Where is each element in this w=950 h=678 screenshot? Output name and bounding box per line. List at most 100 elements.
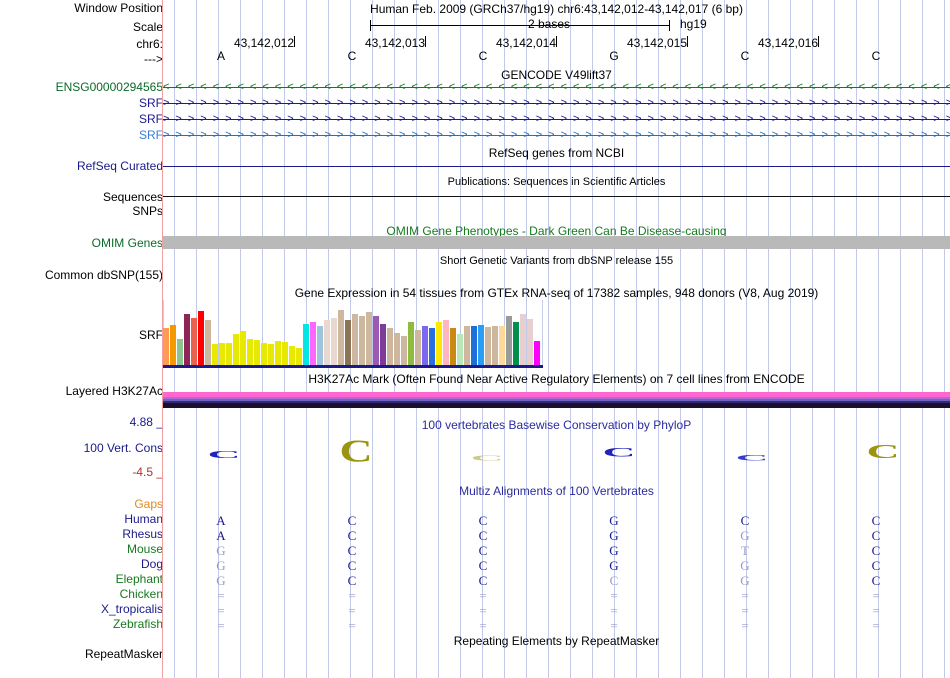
gtex-tissue-bar[interactable] [191,318,197,365]
gtex-tissue-bar[interactable] [212,344,218,365]
gtex-tissue-bar[interactable] [485,326,491,365]
gtex-tissue-bar[interactable] [429,327,435,365]
gtex-tissue-bar[interactable] [261,342,267,365]
gtex-tissue-bar[interactable] [303,323,309,365]
gtex-tissue-bar[interactable] [387,327,393,365]
species-label-mouse[interactable]: Mouse [126,542,163,556]
gtex-tissue-bar[interactable] [422,325,428,365]
conservation-base-glyph[interactable]: C [730,448,774,462]
gtex-tissue-bar[interactable] [282,341,288,365]
gtex-tissue-bar[interactable] [450,327,456,365]
conservation-base-glyph[interactable]: C [861,440,905,463]
gtex-tissue-bar[interactable] [240,331,246,365]
gtex-expression-barchart[interactable] [163,300,950,368]
conservation-base-glyph[interactable]: C [597,446,641,460]
alignment-row[interactable]: = = = = = = [163,588,950,603]
gtex-tissue-bar[interactable] [275,340,281,365]
gtex-tissue-bar[interactable] [520,314,526,365]
srf-transcript-track-2[interactable]: >>>>>>>>>>>>>>>>>>>>>>>>>>>>>>>>>>>>>>>>… [163,114,950,125]
species-label-x_tropicalis[interactable]: X_tropicalis [100,602,163,616]
label-gencode-gene[interactable]: ENSG00000294565 [55,80,163,94]
label-repeatmasker[interactable]: RepeatMasker [84,647,163,661]
gtex-tissue-bar[interactable] [331,318,337,365]
conservation-base-glyph[interactable]: C [334,435,378,469]
srf-transcript-track-3[interactable]: >>>>>>>>>>>>>>>>>>>>>>>>>>>>>>>>>>>>>>>>… [163,130,950,141]
label-srf-3[interactable]: SRF [139,128,163,142]
gtex-tissue-bar[interactable] [310,321,316,365]
label-cons-track[interactable]: 100 Vert. Cons [83,441,163,455]
refseq-feature-line[interactable] [163,166,950,167]
conservation-base-glyph[interactable]: C [465,449,509,463]
layered-h3k27ac-signal[interactable] [163,392,950,408]
label-gtex-srf[interactable]: SRF [139,328,163,342]
gtex-tissue-bar[interactable] [345,320,351,365]
label-srf-2[interactable]: SRF [139,112,163,126]
gtex-tissue-bar[interactable] [359,316,365,365]
label-snps[interactable]: SNPs [132,204,163,218]
omim-gene-bar[interactable] [163,236,950,249]
gtex-tissue-bar[interactable] [247,338,253,365]
alignment-row[interactable]: = = = = = = [163,603,950,618]
gtex-tissue-bar[interactable] [324,320,330,365]
gtex-tissue-bar[interactable] [296,348,302,365]
label-refseq-curated[interactable]: RefSeq Curated [76,159,163,173]
gtex-tissue-bar[interactable] [527,319,533,365]
gtex-tissue-bar[interactable] [268,344,274,365]
species-label-rhesus[interactable]: Rhesus [122,527,163,541]
gtex-tissue-bar[interactable] [373,316,379,365]
gtex-tissue-bar[interactable] [198,310,204,365]
gtex-tissue-bar[interactable] [219,343,225,365]
gtex-tissue-bar[interactable] [415,330,421,365]
gtex-tissue-bar[interactable] [380,323,386,365]
label-layered-h3k27ac[interactable]: Layered H3K27Ac [65,384,163,398]
gtex-tissue-bar[interactable] [289,346,295,365]
gencode-gene-strand-track[interactable]: <<<<<<<<<<<<<<<<<<<<<<<<<<<<<<<<<<<<<<<<… [163,82,950,93]
gtex-tissue-bar[interactable] [233,334,239,365]
gtex-tissue-bar[interactable] [436,321,442,365]
label-common-dbsnp[interactable]: Common dbSNP(155) [44,268,163,282]
gtex-tissue-bar[interactable] [184,313,190,365]
gtex-tissue-bar[interactable] [534,340,540,365]
gtex-tissue-bar[interactable] [338,309,344,365]
track-data-area[interactable]: Human Feb. 2009 (GRCh37/hg19) chr6:43,14… [163,0,950,678]
gtex-tissue-bar[interactable] [163,327,169,365]
gtex-tissue-bar[interactable] [464,325,470,365]
species-label-zebrafish[interactable]: Zebrafish [112,617,163,631]
srf-transcript-track-1[interactable]: >>>>>>>>>>>>>>>>>>>>>>>>>>>>>>>>>>>>>>>>… [163,98,950,109]
gtex-tissue-bar[interactable] [457,334,463,365]
gtex-tissue-bar[interactable] [205,320,211,365]
gtex-tissue-bar[interactable] [478,324,484,365]
gtex-tissue-bar[interactable] [408,321,414,365]
gtex-tissue-bar[interactable] [226,342,232,365]
species-label-dog[interactable]: Dog [140,557,163,571]
label-omim-genes[interactable]: OMIM Genes [91,236,163,250]
gtex-tissue-bar[interactable] [254,339,260,365]
gtex-tissue-bar[interactable] [492,325,498,365]
gtex-tissue-bar[interactable] [177,338,183,365]
gtex-tissue-bar[interactable] [366,311,372,365]
gtex-tissue-bar[interactable] [317,325,323,365]
alignment-row[interactable]: = = = = = = [163,618,950,633]
gtex-tissue-bar[interactable] [513,321,519,365]
label-window-position: Window Position [74,1,163,15]
species-label-elephant[interactable]: Elephant [115,572,163,586]
label-sequences[interactable]: Sequences [102,190,163,204]
conservation-base-glyph[interactable]: C [202,447,246,461]
gtex-tissue-bar[interactable] [506,316,512,365]
gtex-tissue-bar[interactable] [352,313,358,365]
gtex-tissue-bar[interactable] [401,336,407,365]
gtex-tissue-bar[interactable] [499,325,505,365]
sequences-feature-line[interactable] [163,196,950,197]
species-label-human[interactable]: Human [124,512,163,526]
gtex-tissue-bar[interactable] [443,320,449,365]
species-label-chicken[interactable]: Chicken [119,587,163,601]
gtex-tissue-bar[interactable] [394,333,400,365]
gtex-tissue-bar[interactable] [471,325,477,365]
gtex-tissue-bar[interactable] [170,324,176,365]
label-srf-1[interactable]: SRF [139,96,163,110]
